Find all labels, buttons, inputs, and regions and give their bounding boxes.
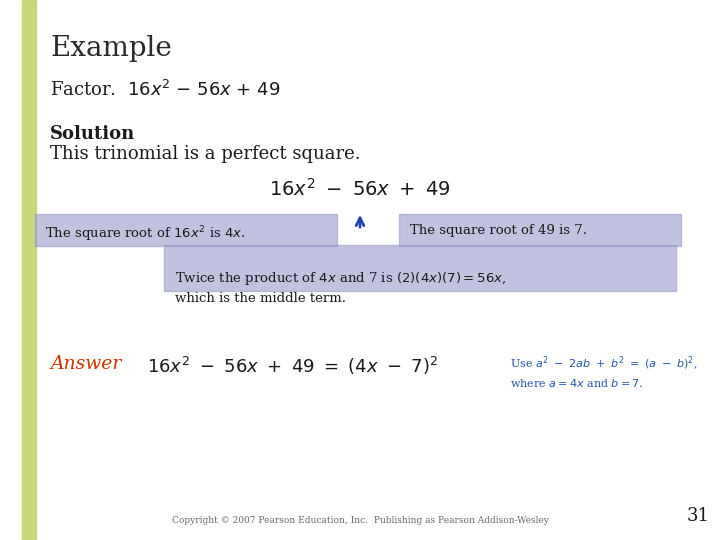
- Text: The square root of $16x^2$ is $4x$.: The square root of $16x^2$ is $4x$.: [45, 224, 246, 244]
- Text: Twice the product of $4x$ and 7 is $(2)(4x)(7) = 56x$,
which is the middle term.: Twice the product of $4x$ and 7 is $(2)(…: [175, 270, 506, 305]
- Text: Use $a^2\ -\ 2ab\ +\ b^2\ =\ (a\ -\ b)^2$,
where $a = 4x$ and $b = 7$.: Use $a^2\ -\ 2ab\ +\ b^2\ =\ (a\ -\ b)^2…: [510, 355, 698, 389]
- Text: Copyright © 2007 Pearson Education, Inc.  Publishing as Pearson Addison-Wesley: Copyright © 2007 Pearson Education, Inc.…: [171, 516, 549, 525]
- Text: Solution: Solution: [50, 125, 135, 143]
- Text: 31: 31: [687, 507, 710, 525]
- FancyBboxPatch shape: [164, 245, 676, 291]
- Text: This trinomial is a perfect square.: This trinomial is a perfect square.: [50, 145, 361, 163]
- FancyBboxPatch shape: [399, 214, 681, 246]
- Text: Factor.  $16x^2$ $-$ $56x$ $+$ $49$: Factor. $16x^2$ $-$ $56x$ $+$ $49$: [50, 80, 280, 100]
- FancyBboxPatch shape: [35, 214, 337, 246]
- Text: $16x^2\ -\ 56x\ +\ 49\ =\ (4x\ -\ 7)^2$: $16x^2\ -\ 56x\ +\ 49\ =\ (4x\ -\ 7)^2$: [147, 355, 438, 377]
- Bar: [22, 0, 36, 540]
- Text: Answer: Answer: [50, 355, 122, 373]
- Text: $16x^2\ -\ 56x\ +\ 49$: $16x^2\ -\ 56x\ +\ 49$: [269, 178, 451, 200]
- Text: The square root of 49 is 7.: The square root of 49 is 7.: [410, 224, 587, 237]
- Text: Example: Example: [50, 35, 172, 62]
